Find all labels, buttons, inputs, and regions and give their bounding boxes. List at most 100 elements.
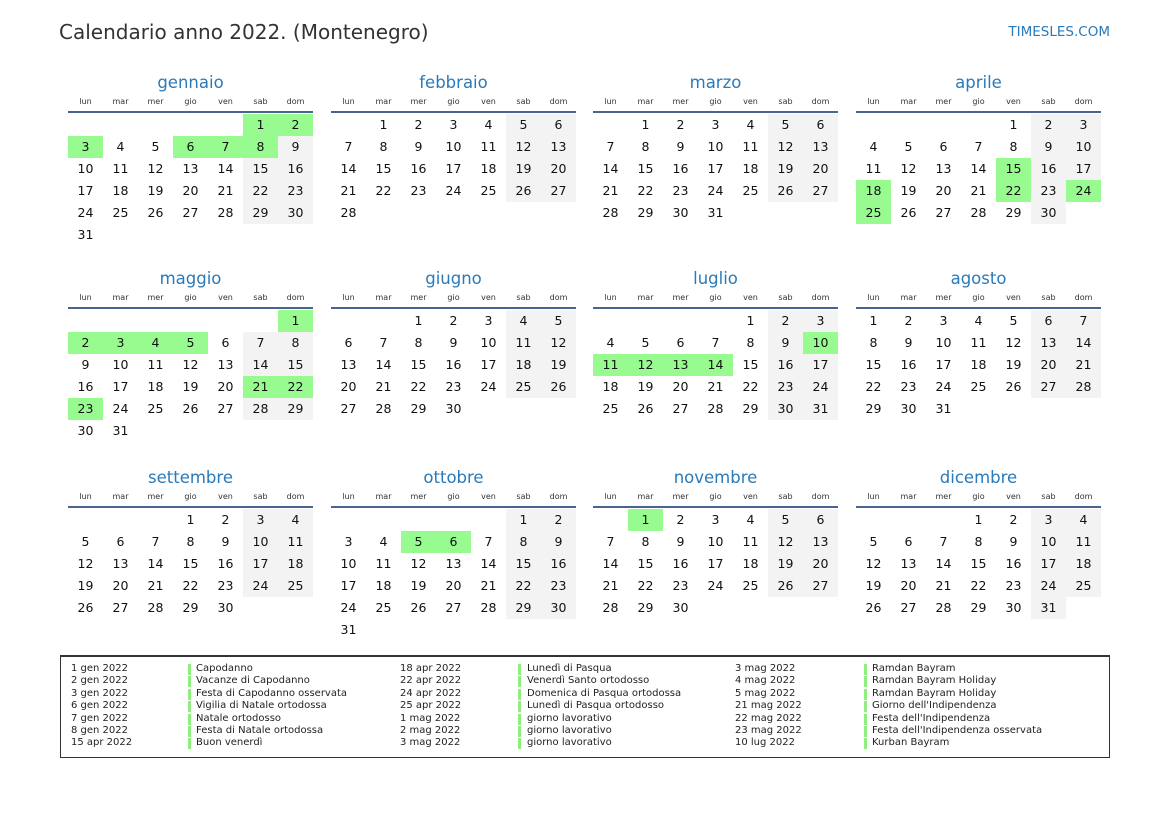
day-cell: 28 <box>147 600 164 615</box>
day-cell: 26 <box>768 575 803 597</box>
holiday-color-marker <box>864 726 867 737</box>
month-agosto: agosto lun mar mer gio ven sab dom 1 2 3 4 5 6 7 8 9 10 11… <box>856 269 1101 420</box>
day-cell: 13 <box>112 556 129 571</box>
weekday-label: sab <box>778 492 793 501</box>
weekday-label: sab <box>253 97 268 106</box>
day-cell: 28 <box>602 600 619 615</box>
day-cell: 11 <box>1066 531 1101 553</box>
weekday-label: lun <box>342 492 355 501</box>
month-giugno: giugno lun mar mer gio ven sab dom 1 2 3 4 5 6 7 8 9 10 11… <box>331 269 576 420</box>
holiday-color-marker <box>864 664 867 675</box>
day-grid: 1 2 3 4 5 6 7 8 9 10 11 12 13 14 15 16 17 18 19 20 21 22 23 24 2… <box>856 310 1101 420</box>
holiday-color-marker <box>518 664 521 675</box>
day-cell: 5 <box>151 139 160 154</box>
weekday-label: dom <box>549 97 568 106</box>
day-cell: 23 <box>217 578 234 593</box>
legend-holiday-name: Vacanze di Capodanno <box>196 675 310 687</box>
day-cell: 17 <box>77 183 94 198</box>
legend-holiday-name: Natale ortodosso <box>196 712 282 724</box>
empty-cell <box>593 509 628 531</box>
holiday-day-cell: 2 <box>278 114 313 136</box>
day-cell: 29 <box>243 202 278 224</box>
legend-date: 2 gen 2022 <box>71 675 129 687</box>
weekday-label: mar <box>375 97 392 106</box>
month-name: gennaio <box>157 73 224 92</box>
weekday-label: lun <box>867 293 880 302</box>
day-cell: 29 <box>410 401 427 416</box>
day-cell: 21 <box>602 183 619 198</box>
day-cell: 21 <box>375 379 392 394</box>
day-cell: 2 <box>904 313 913 328</box>
day-cell: 19 <box>1005 357 1022 372</box>
weekday-label: sab <box>1041 97 1056 106</box>
legend-date: 2 mag 2022 <box>400 725 461 736</box>
weekday-label: mer <box>935 97 952 106</box>
day-cell: 5 <box>768 114 803 136</box>
day-cell: 12 <box>768 531 803 553</box>
holiday-color-marker <box>518 676 521 688</box>
day-cell: 16 <box>541 553 576 575</box>
day-cell: 1 <box>641 117 650 132</box>
weekday-label: sab <box>253 293 268 302</box>
day-cell: 20 <box>803 553 838 575</box>
day-cell: 14 <box>217 161 234 176</box>
day-grid: 1 2 3 4 5 6 7 8 9 10 11 12 13 14 15 16 17 18 19 20 21 22 23 24 2… <box>593 310 838 420</box>
site-link[interactable]: TIMESLES.COM <box>1008 24 1110 40</box>
day-cell: 24 <box>1031 575 1066 597</box>
day-grid: 1 2 3 4 5 6 7 8 9 10 11 12 13 14 15 16 17 18 19 20 21 22 23 24 2… <box>856 509 1101 619</box>
weekday-label: ven <box>481 97 496 106</box>
day-cell: 24 <box>935 379 952 394</box>
day-cell: 21 <box>707 379 724 394</box>
holiday-color-marker <box>518 738 521 750</box>
day-cell: 4 <box>746 512 755 527</box>
day-cell: 20 <box>935 183 952 198</box>
day-cell: 4 <box>506 310 541 332</box>
legend-holiday-name: Venerdì Santo ortodosso <box>527 675 650 687</box>
day-cell: 4 <box>869 139 878 154</box>
day-cell: 18 <box>1066 553 1101 575</box>
day-cell: 4 <box>606 335 615 350</box>
holiday-day-cell: 22 <box>278 376 313 398</box>
day-cell: 14 <box>602 556 619 571</box>
day-cell: 16 <box>1005 556 1022 571</box>
legend-date: 6 gen 2022 <box>71 700 129 712</box>
day-cell: 26 <box>900 205 917 220</box>
holiday-day-cell: 13 <box>663 354 698 376</box>
empty-cell <box>593 310 628 332</box>
day-cell: 8 <box>186 534 195 549</box>
legend-date: 25 apr 2022 <box>400 700 462 712</box>
empty-cell <box>366 509 401 531</box>
legend-date: 15 apr 2022 <box>71 737 133 749</box>
day-cell: 26 <box>637 401 654 416</box>
weekday-label: gio <box>447 492 460 501</box>
empty-cell <box>891 114 926 136</box>
day-cell: 8 <box>414 335 423 350</box>
day-cell: 26 <box>410 600 427 615</box>
day-cell: 16 <box>672 161 689 176</box>
day-cell: 18 <box>112 183 129 198</box>
day-cell: 20 <box>803 158 838 180</box>
weekday-label: mar <box>637 293 654 302</box>
day-cell: 9 <box>768 332 803 354</box>
day-cell: 10 <box>1066 136 1101 158</box>
legend-date: 10 lug 2022 <box>735 737 795 749</box>
day-cell: 27 <box>217 401 234 416</box>
legend-holiday-name: giorno lavorativo <box>527 737 612 749</box>
day-cell: 25 <box>506 376 541 398</box>
day-cell: 25 <box>602 401 619 416</box>
day-cell: 28 <box>707 401 724 416</box>
day-cell: 18 <box>278 553 313 575</box>
holiday-color-marker <box>188 664 191 675</box>
holiday-day-cell: 3 <box>103 332 138 354</box>
weekday-label: mer <box>147 97 164 106</box>
day-cell: 27 <box>445 600 462 615</box>
day-cell: 9 <box>1031 136 1066 158</box>
weekday-label: mar <box>112 97 129 106</box>
legend-holiday-name: Vigilia di Natale ortodossa <box>196 700 327 712</box>
day-cell: 1 <box>1009 117 1018 132</box>
day-cell: 29 <box>1005 205 1022 220</box>
month-name: maggio <box>159 269 222 288</box>
legend-holiday-name: Ramdan Bayram <box>872 663 956 674</box>
weekday-header: lun mar mer gio ven sab dom <box>593 97 838 113</box>
holiday-day-cell: 10 <box>803 332 838 354</box>
